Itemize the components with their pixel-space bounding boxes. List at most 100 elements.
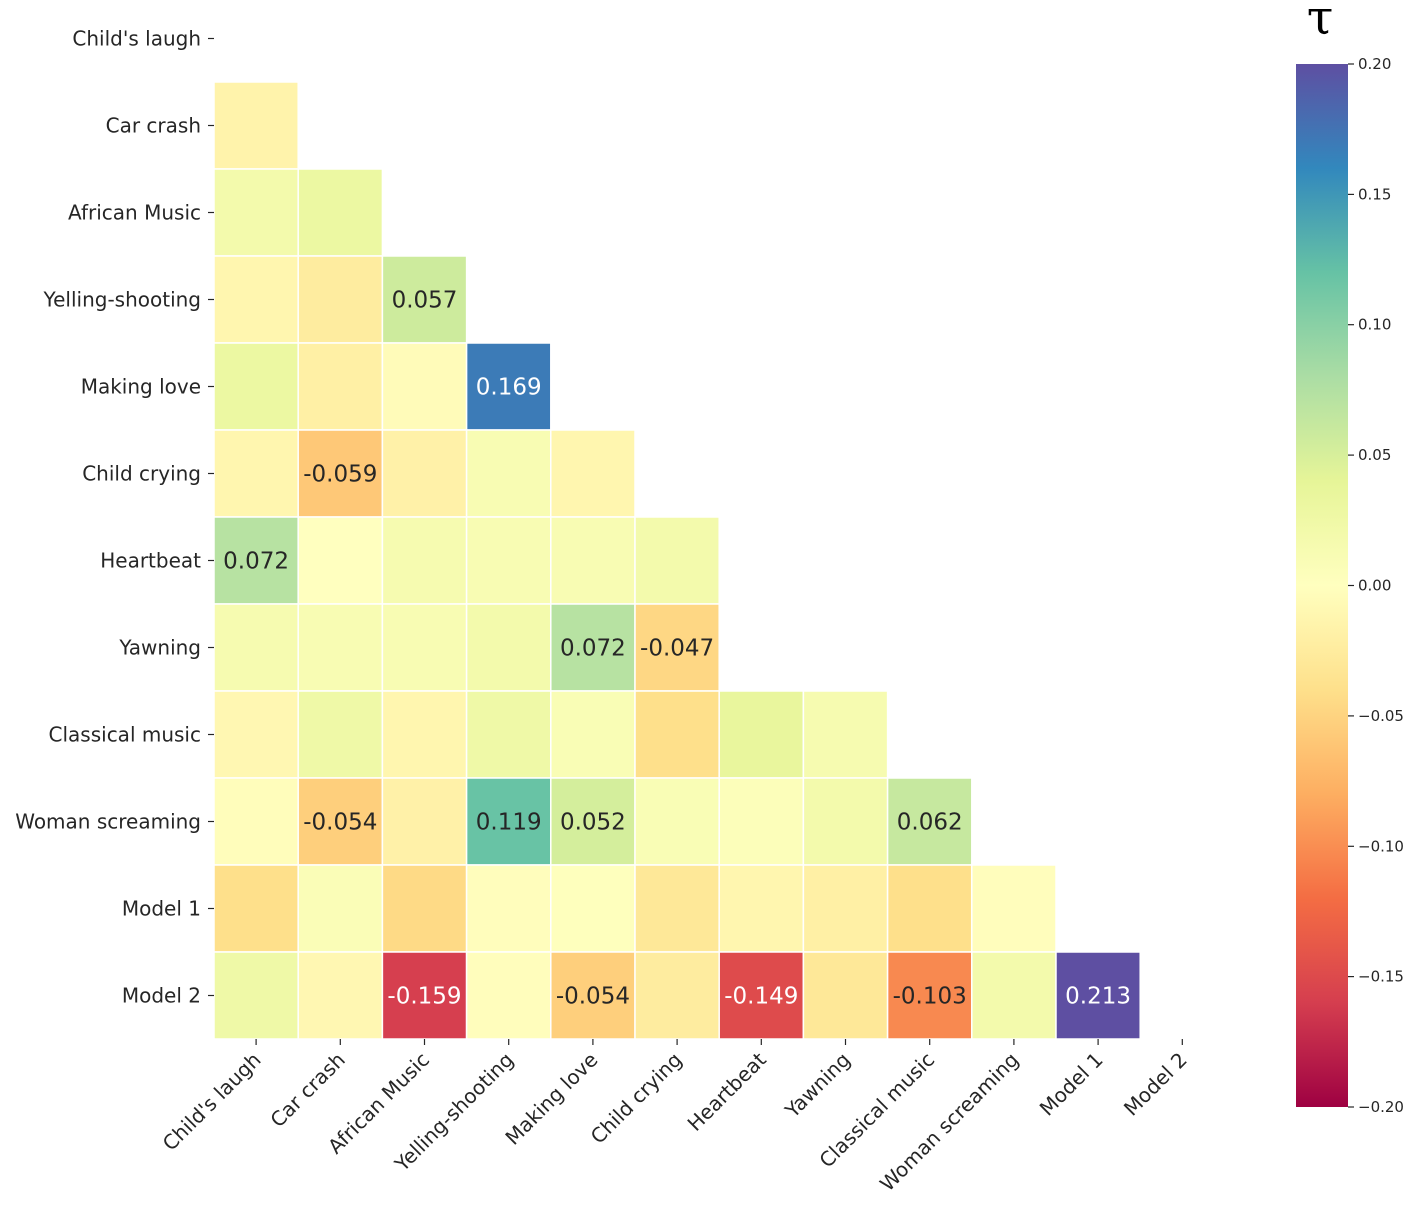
heatmap-cell: [971, 864, 1057, 953]
heatmap-cell: [213, 777, 299, 866]
heatmap-cell: [550, 690, 636, 779]
cell-annotation: 0.062: [897, 810, 963, 836]
heatmap-cell: [465, 690, 552, 779]
colorbar-tick-label: 0.20: [1358, 55, 1391, 73]
heatmap-cell: [886, 777, 973, 866]
heatmap-cell: [802, 777, 889, 866]
heatmap-cells: [213, 81, 1141, 1040]
heatmap-cell: [297, 690, 384, 779]
heatmap-cell: [381, 255, 468, 344]
colorbar-gradient: [1296, 64, 1348, 1107]
heatmap-cell: [213, 168, 299, 257]
heatmap-cell: [381, 690, 468, 779]
heatmap-cell: [465, 951, 552, 1040]
heatmap-cell: [297, 255, 384, 344]
y-tick-label: Model 1: [122, 897, 201, 921]
heatmap-cell: [213, 255, 299, 344]
heatmap-cell: [634, 516, 720, 605]
x-tick-label: Woman screaming: [875, 1048, 1023, 1196]
heatmap-cell: [381, 603, 468, 692]
y-tick-label: Yelling-shooting: [43, 288, 201, 312]
colorbar-tick-label: 0.10: [1358, 316, 1391, 334]
x-tick-label: Car crash: [265, 1048, 349, 1132]
heatmap-cell: [297, 864, 384, 953]
cell-annotation: -0.054: [556, 984, 630, 1010]
heatmap-cell: [381, 342, 468, 431]
heatmap-cell: [465, 516, 552, 605]
y-tick-label: African Music: [68, 201, 201, 225]
colorbar-tick-label: 0.00: [1358, 577, 1391, 595]
heatmap-cell: [297, 603, 384, 692]
y-tick-label: Woman screaming: [15, 810, 201, 834]
x-tick-label: Model 1: [1035, 1048, 1108, 1121]
heatmap-cell: [381, 516, 468, 605]
heatmap-cell: [465, 429, 552, 518]
x-tick-label: Child crying: [586, 1048, 687, 1149]
y-axis: Child's laugh Car crash African Music Yelli…: [15, 27, 214, 1008]
heatmap-cell: [213, 951, 299, 1040]
cell-annotation: 0.057: [392, 288, 458, 314]
heatmap-cell: [213, 342, 299, 431]
heatmap-cell: [802, 951, 889, 1040]
heatmap-cell: [297, 951, 384, 1040]
heatmap-cell: [634, 777, 720, 866]
x-tick-label: Model 2: [1119, 1048, 1192, 1121]
heatmap-cell: [718, 777, 805, 866]
heatmap-cell: [465, 864, 552, 953]
colorbar-ticks: 0.20 0.15 0.10 0.05 0.00 −0.05 −0.10 −0.15 −0.20: [1348, 55, 1404, 1116]
y-tick-label: Child crying: [82, 462, 201, 486]
y-tick-label: Model 2: [122, 984, 201, 1008]
cell-annotations: 0.057 0.169 -0.059 0.072 0.072 -0.047 -0.054 0.…: [223, 288, 1131, 1010]
heatmap-cell: [634, 690, 720, 779]
cell-annotation: -0.149: [724, 984, 798, 1010]
y-tick-label: Car crash: [106, 114, 201, 138]
heatmap-cell: [886, 864, 973, 953]
colorbar-tick-label: −0.15: [1358, 968, 1404, 986]
cell-annotation: 0.072: [223, 549, 289, 575]
heatmap-cell: [381, 429, 468, 518]
cell-annotation: 0.169: [476, 375, 542, 401]
cell-annotation: -0.103: [893, 984, 967, 1010]
heatmap-cell: [213, 429, 299, 518]
cell-annotation: -0.159: [387, 984, 461, 1010]
y-tick-label: Child's laugh: [72, 27, 201, 51]
x-tick-label: Child's laugh: [158, 1048, 266, 1156]
heatmap-cell: [550, 516, 636, 605]
cell-annotation: -0.047: [640, 636, 714, 662]
cell-annotation: 0.119: [476, 810, 542, 836]
heatmap-cell: [381, 864, 468, 953]
heatmap-cell: [213, 864, 299, 953]
colorbar-tick-label: 0.05: [1358, 446, 1391, 464]
heatmap-cell: [550, 951, 636, 1040]
colorbar: τ 0.20 0.15 0.10 0.05 0.00 −0.05 −0.10 −0.15 −0.…: [1296, 0, 1404, 1116]
heatmap-cell: [465, 342, 552, 431]
x-tick-label: Heartbeat: [683, 1047, 771, 1135]
heatmap-cell: [465, 777, 552, 866]
heatmap-cell: [718, 864, 805, 953]
heatmap-cell: [550, 429, 636, 518]
heatmap-cell: [886, 951, 973, 1040]
heatmap-cell: [297, 342, 384, 431]
heatmap-cell: [971, 951, 1057, 1040]
heatmap-cell: [718, 690, 805, 779]
colorbar-tick-label: −0.05: [1358, 707, 1404, 725]
colorbar-title: τ: [1307, 0, 1334, 46]
heatmap-cell: [213, 81, 299, 170]
cell-annotation: 0.052: [560, 810, 626, 836]
heatmap-cell: [802, 690, 889, 779]
y-tick-label: Making love: [81, 375, 201, 399]
heatmap-cell: [297, 516, 384, 605]
y-tick-label: Classical music: [49, 723, 201, 747]
cell-annotation: -0.054: [303, 810, 377, 836]
heatmap-cell: [550, 864, 636, 953]
heatmap-cell: [634, 603, 720, 692]
heatmap-cell: [465, 603, 552, 692]
colorbar-tick-label: 0.15: [1358, 185, 1391, 203]
colorbar-tick-label: −0.20: [1358, 1098, 1404, 1116]
cell-annotation: 0.072: [560, 636, 626, 662]
heatmap-cell: [297, 429, 384, 518]
heatmap-cell: [297, 168, 384, 257]
heatmap-cell: [213, 603, 299, 692]
x-tick-label: Yawning: [780, 1048, 855, 1123]
heatmap-cell: [213, 690, 299, 779]
